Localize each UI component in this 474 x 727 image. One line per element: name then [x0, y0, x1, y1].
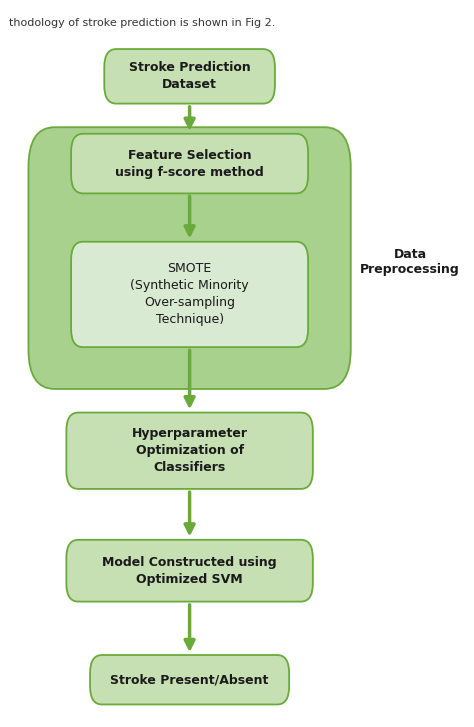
Text: Hyperparameter
Optimization of
Classifiers: Hyperparameter Optimization of Classifie…	[132, 427, 247, 474]
FancyBboxPatch shape	[66, 413, 313, 489]
FancyBboxPatch shape	[66, 539, 313, 602]
Text: thodology of stroke prediction is shown in Fig 2.: thodology of stroke prediction is shown …	[9, 18, 276, 28]
Text: Feature Selection
using f-score method: Feature Selection using f-score method	[115, 148, 264, 179]
FancyBboxPatch shape	[71, 241, 308, 348]
FancyBboxPatch shape	[104, 49, 275, 103]
FancyBboxPatch shape	[71, 134, 308, 193]
Text: Data
Preprocessing: Data Preprocessing	[360, 248, 460, 276]
Text: SMOTE
(Synthetic Minority
Over-sampling
Technique): SMOTE (Synthetic Minority Over-sampling …	[130, 262, 249, 326]
Text: Model Constructed using
Optimized SVM: Model Constructed using Optimized SVM	[102, 555, 277, 586]
FancyBboxPatch shape	[28, 127, 351, 389]
Text: Stroke Prediction
Dataset: Stroke Prediction Dataset	[129, 61, 250, 92]
FancyBboxPatch shape	[90, 655, 289, 704]
Text: Stroke Present/Absent: Stroke Present/Absent	[110, 673, 269, 686]
